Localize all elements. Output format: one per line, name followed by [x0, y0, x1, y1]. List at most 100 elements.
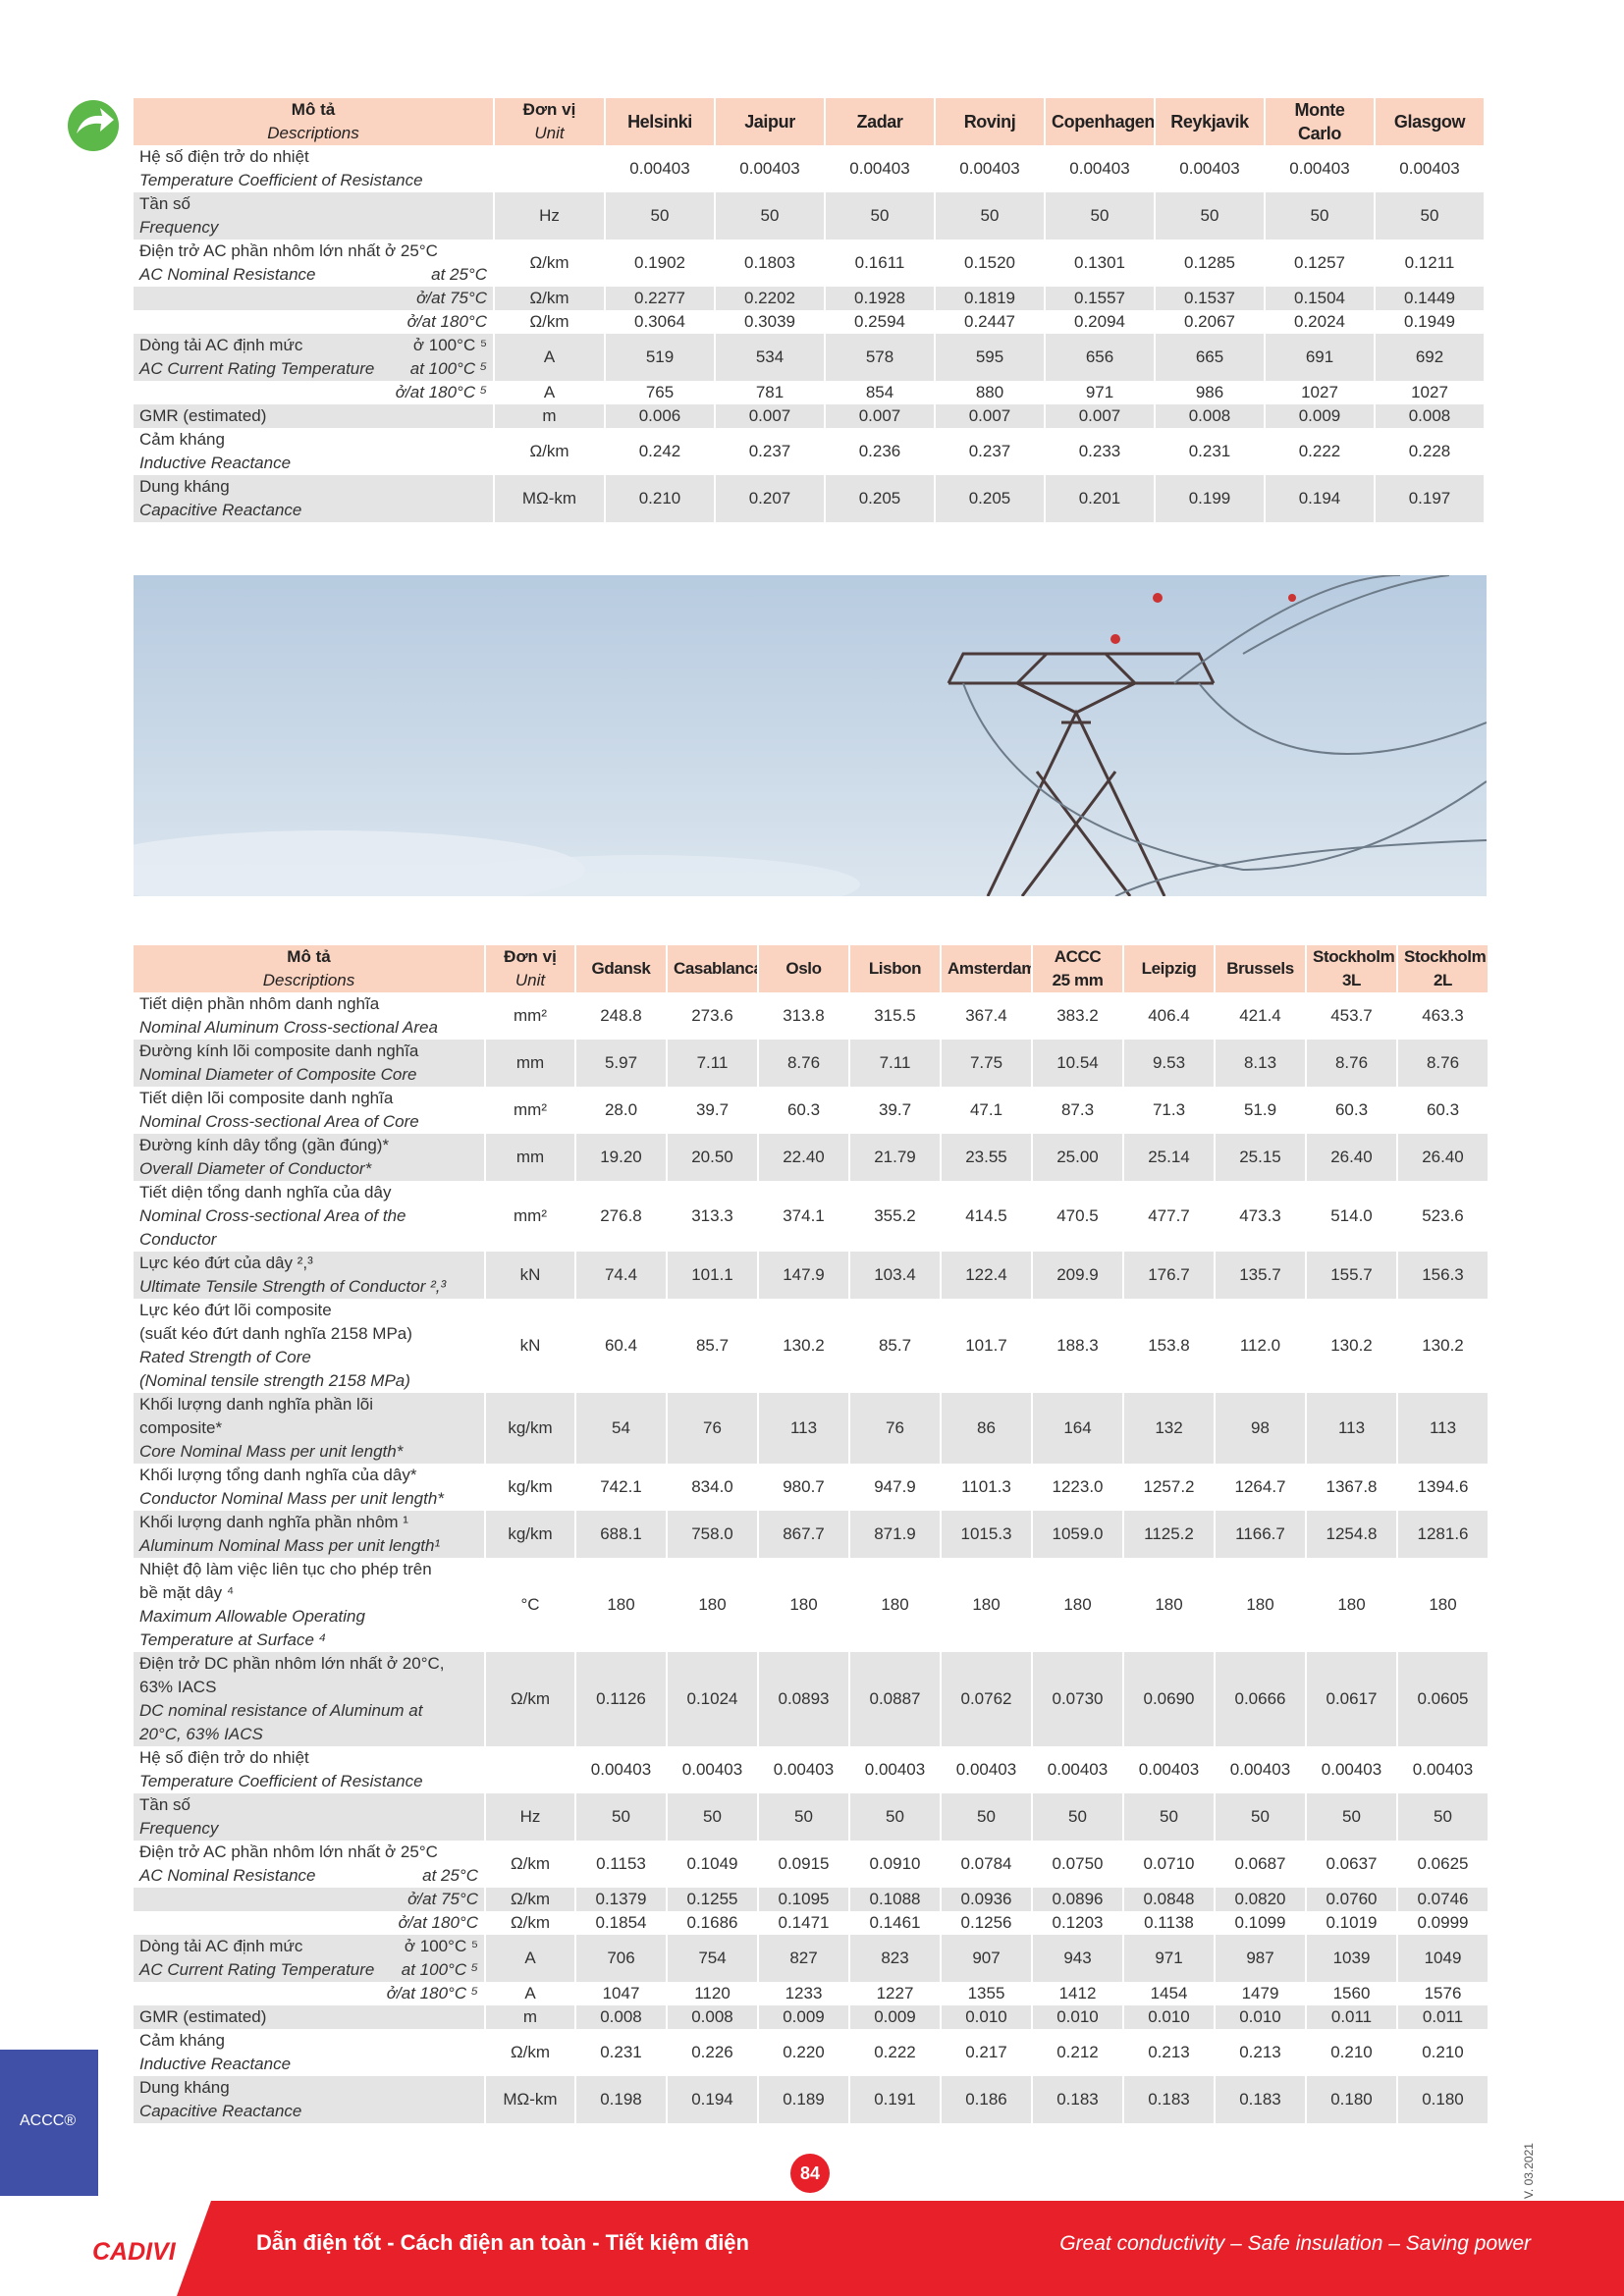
column-name: Monte	[1294, 100, 1345, 120]
value: 406.4	[1123, 992, 1216, 1040]
value: 0.199	[1155, 475, 1266, 522]
value: 823	[849, 1935, 942, 1982]
value: 0.1819	[935, 287, 1046, 310]
column-header: Lisbon	[849, 945, 942, 992]
sub-description: ở/at 180°C	[398, 1913, 478, 1932]
value: 383.2	[1032, 992, 1124, 1040]
description-text: Inductive Reactance	[139, 454, 292, 472]
description: Tiết diện lõi composite danh nghĩa Nomina…	[134, 1087, 486, 1134]
value: 113	[758, 1393, 850, 1464]
description-text: Lực kéo đứt của dây ²,³	[139, 1254, 313, 1272]
data-row: Nhiệt độ làm việc liên tục cho phép trên…	[134, 1558, 1489, 1652]
value: 50	[1123, 1793, 1216, 1841]
value: 1223.0	[1032, 1464, 1124, 1511]
value: 1454	[1123, 1982, 1216, 2005]
description-line: Dòng tải AC định mức ở 100°C ⁵	[139, 1935, 478, 1958]
value: 0.183	[1215, 2076, 1307, 2123]
value: 5.97	[575, 1040, 668, 1087]
value: 0.0625	[1397, 1841, 1489, 1888]
side-label: ACCC®	[20, 2112, 77, 2129]
description-text: Capacitive Reactance	[139, 2102, 302, 2120]
value: 0.00403	[1045, 145, 1156, 192]
value: 0.1088	[849, 1888, 942, 1911]
footer-band	[0, 2201, 1624, 2296]
column-header: ACCC 25 mm	[1032, 945, 1124, 992]
description-text: DC nominal resistance of Aluminum at	[139, 1701, 423, 1720]
description-text: Inductive Reactance	[139, 2055, 292, 2073]
column-name: Gdansk	[591, 959, 651, 978]
value: 0.00403	[1215, 1746, 1307, 1793]
value: 0.1854	[575, 1911, 668, 1935]
value: 0.1557	[1045, 287, 1156, 310]
value: 0.198	[575, 2076, 668, 2123]
value: 0.1256	[941, 1911, 1033, 1935]
value: 0.1449	[1375, 287, 1486, 310]
description: Điện trở AC phần nhôm lớn nhất ở 25°C AC …	[134, 1841, 486, 1888]
description-text: AC Current Rating Temperature	[139, 359, 375, 378]
column-header: Glasgow	[1375, 98, 1486, 145]
value: 98	[1215, 1393, 1307, 1464]
value: 248.8	[575, 992, 668, 1040]
header-unit: Đơn vị Unit	[485, 945, 576, 992]
value: 0.236	[825, 428, 936, 475]
value: 180	[1397, 1558, 1489, 1652]
value: 0.1095	[758, 1888, 850, 1911]
description-text: Frequency	[139, 218, 219, 237]
value: 0.210	[1306, 2029, 1398, 2076]
value: 50	[605, 192, 716, 240]
value: 595	[935, 334, 1046, 381]
value: 1367.8	[1306, 1464, 1398, 1511]
value: 0.2594	[825, 310, 936, 334]
value: 50	[1306, 1793, 1398, 1841]
header-text: Unit	[534, 124, 565, 142]
value: 1264.7	[1215, 1464, 1307, 1511]
sub-description: ở/at 180°C	[406, 312, 487, 331]
value: 22.40	[758, 1134, 850, 1181]
value: 0.3039	[715, 310, 826, 334]
unit: A	[494, 381, 606, 404]
value: 0.3064	[605, 310, 716, 334]
value: 414.5	[941, 1181, 1033, 1252]
unit: mm²	[485, 1087, 576, 1134]
column-header: Amsterdam	[941, 945, 1033, 992]
value: 0.183	[1032, 2076, 1124, 2123]
value: 0.2067	[1155, 310, 1266, 334]
unit: Ω/km	[485, 1888, 576, 1911]
unit: Ω/km	[485, 2029, 576, 2076]
description: GMR (estimated)	[134, 2005, 486, 2029]
column-name: Copenhagen	[1052, 112, 1155, 132]
value: 0.00403	[1155, 145, 1266, 192]
value: 0.00403	[667, 1746, 759, 1793]
unit: mm²	[485, 992, 576, 1040]
value: 176.7	[1123, 1252, 1216, 1299]
value: 0.0690	[1123, 1652, 1216, 1746]
value: 0.011	[1397, 2005, 1489, 2029]
value: 986	[1155, 381, 1266, 404]
value: 765	[605, 381, 716, 404]
value: 0.0637	[1306, 1841, 1398, 1888]
description: Đường kính dây tổng (gần đúng)* Overall D…	[134, 1134, 486, 1181]
unit: MΩ-km	[485, 2076, 576, 2123]
column-name: 25 mm	[1052, 971, 1104, 989]
data-row: ở/at 180°C ⁵ A 1047 1120 1233 1227 1355 1412 145…	[134, 1982, 1489, 2005]
description-text: Dung kháng	[139, 477, 230, 496]
value: 0.007	[935, 404, 1046, 428]
value: 0.205	[935, 475, 1046, 522]
value: 827	[758, 1935, 850, 1982]
value: 0.2024	[1265, 310, 1376, 334]
column-name: Helsinki	[627, 112, 692, 132]
value: 0.194	[667, 2076, 759, 2123]
value: 1479	[1215, 1982, 1307, 2005]
value: 180	[1032, 1558, 1124, 1652]
value: 0.0762	[941, 1652, 1033, 1746]
value: 0.210	[1397, 2029, 1489, 2076]
data-row: Khối lượng danh nghĩa phần nhôm ¹ Aluminu…	[134, 1511, 1489, 1558]
value: 0.1461	[849, 1911, 942, 1935]
header-text: Mô tả	[291, 100, 336, 119]
column-name: Lisbon	[868, 959, 922, 978]
data-row: Cảm kháng Inductive Reactance Ω/km 0.231 0.2…	[134, 2029, 1489, 2076]
value: 0.1379	[575, 1888, 668, 1911]
description-text: Temperature Coefficient of Resistance	[139, 171, 423, 189]
unit: A	[494, 334, 606, 381]
